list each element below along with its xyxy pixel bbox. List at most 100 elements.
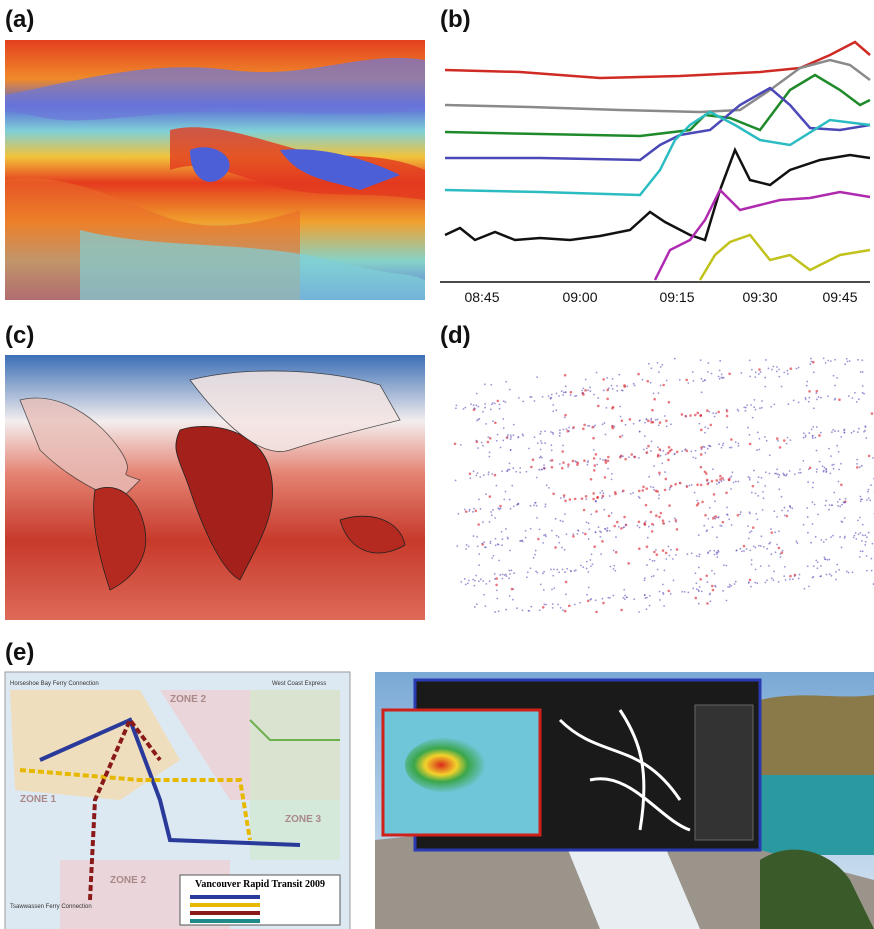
point xyxy=(528,448,530,450)
point xyxy=(626,385,628,387)
point xyxy=(695,457,697,459)
point xyxy=(503,427,505,429)
point xyxy=(776,544,778,546)
point xyxy=(824,467,826,469)
point xyxy=(868,489,870,491)
point xyxy=(704,514,707,517)
shape xyxy=(445,88,870,160)
point xyxy=(791,507,793,509)
point xyxy=(727,586,729,588)
point xyxy=(835,571,837,573)
point xyxy=(716,483,718,485)
point xyxy=(539,609,541,611)
point xyxy=(803,432,805,434)
point xyxy=(495,544,497,546)
point xyxy=(799,468,801,470)
point xyxy=(704,452,706,454)
point xyxy=(704,426,706,428)
point xyxy=(562,461,565,464)
point xyxy=(643,449,645,451)
point xyxy=(838,469,840,471)
point xyxy=(679,482,682,485)
point xyxy=(699,553,701,555)
point xyxy=(755,492,757,494)
point xyxy=(714,416,716,418)
x-tick-label: 08:45 xyxy=(464,289,499,305)
point xyxy=(698,589,700,591)
point xyxy=(539,457,541,459)
point xyxy=(832,429,834,431)
point xyxy=(787,437,789,439)
point xyxy=(726,427,728,429)
point xyxy=(776,371,778,373)
point xyxy=(714,585,716,587)
point xyxy=(663,605,665,607)
point xyxy=(497,507,499,509)
point xyxy=(491,473,493,475)
point xyxy=(755,569,757,571)
point xyxy=(597,397,599,399)
point xyxy=(756,582,758,584)
point xyxy=(458,513,460,515)
point xyxy=(565,385,567,387)
point xyxy=(858,428,860,430)
point xyxy=(707,581,709,583)
point xyxy=(562,444,564,446)
point xyxy=(481,442,483,444)
point xyxy=(783,439,786,442)
point xyxy=(757,432,759,434)
point xyxy=(855,532,857,534)
point xyxy=(585,498,587,500)
point xyxy=(770,406,772,408)
point xyxy=(866,536,868,538)
point xyxy=(692,457,694,459)
point xyxy=(699,423,701,425)
point xyxy=(489,521,491,523)
point xyxy=(593,394,595,396)
point xyxy=(539,433,541,435)
point xyxy=(512,599,514,601)
point xyxy=(732,471,734,473)
point xyxy=(550,569,552,571)
point xyxy=(664,569,666,571)
point xyxy=(587,461,589,463)
point xyxy=(476,536,478,538)
point xyxy=(497,434,499,436)
point xyxy=(649,605,651,607)
point xyxy=(779,446,782,449)
point xyxy=(552,432,554,434)
point xyxy=(526,471,528,473)
shape xyxy=(250,690,340,860)
point xyxy=(603,390,605,392)
point xyxy=(482,521,484,523)
point xyxy=(655,514,658,517)
dam-photo xyxy=(375,672,874,929)
point xyxy=(685,415,687,417)
point xyxy=(509,469,511,471)
point xyxy=(535,550,537,552)
point xyxy=(455,407,457,409)
point xyxy=(787,403,789,405)
point xyxy=(673,580,675,582)
point xyxy=(708,482,710,484)
point xyxy=(716,536,718,538)
point xyxy=(588,538,590,540)
point xyxy=(729,586,731,588)
point xyxy=(740,372,742,374)
point xyxy=(615,536,617,538)
point xyxy=(467,583,469,585)
point xyxy=(509,499,511,501)
point xyxy=(590,565,592,567)
point xyxy=(540,440,542,442)
point xyxy=(584,533,587,536)
point xyxy=(700,359,702,361)
point xyxy=(484,383,486,385)
point xyxy=(539,529,541,531)
point xyxy=(694,597,697,600)
point xyxy=(484,546,486,548)
point xyxy=(533,504,535,506)
point xyxy=(605,459,607,461)
point xyxy=(768,368,770,370)
point xyxy=(871,570,873,572)
point xyxy=(820,432,822,434)
